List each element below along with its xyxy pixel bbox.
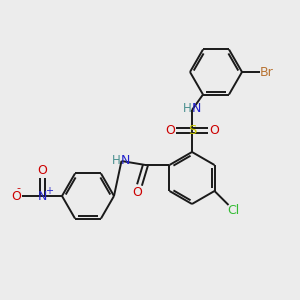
Text: N: N — [191, 103, 201, 116]
Text: O: O — [11, 190, 21, 202]
Text: O: O — [133, 187, 142, 200]
Text: Cl: Cl — [227, 203, 240, 217]
Text: -: - — [16, 183, 20, 193]
Text: O: O — [37, 164, 47, 178]
Text: Br: Br — [260, 65, 274, 79]
Text: S: S — [188, 124, 196, 136]
Text: H: H — [112, 154, 121, 166]
Text: O: O — [209, 124, 219, 136]
Text: N: N — [121, 154, 130, 166]
Text: +: + — [45, 186, 53, 196]
Text: O: O — [165, 124, 175, 136]
Text: N: N — [37, 190, 47, 202]
Text: H: H — [183, 103, 191, 116]
